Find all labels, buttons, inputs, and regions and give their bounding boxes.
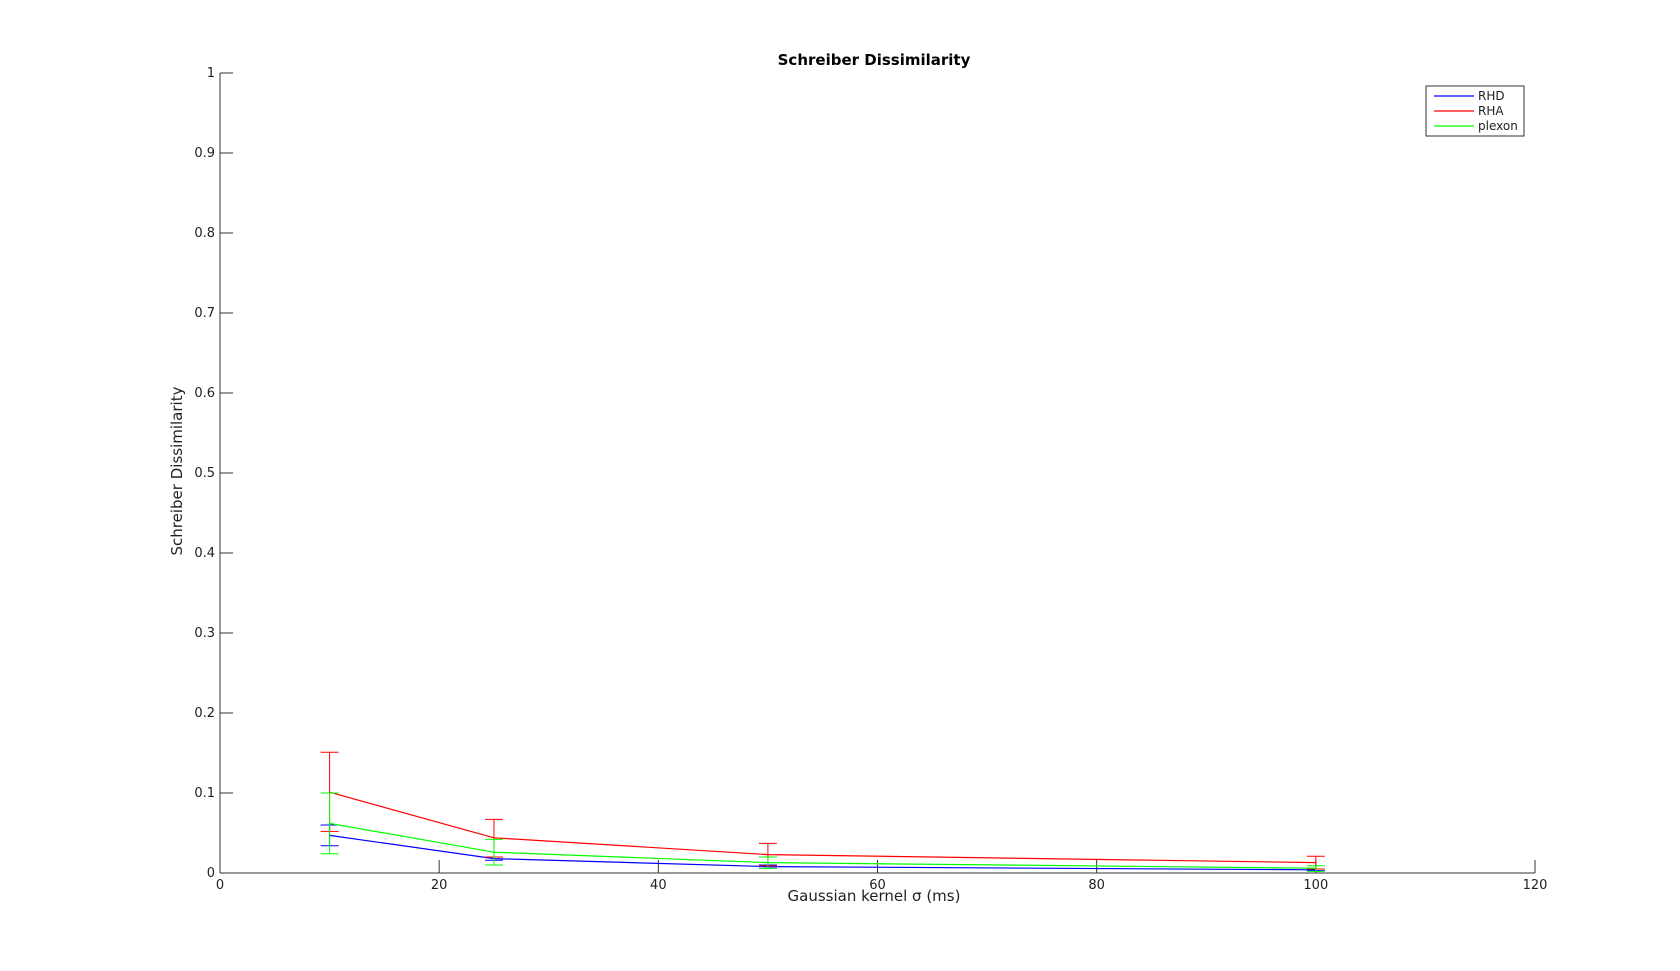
y-tick-label: 0 — [207, 866, 215, 881]
series-layer — [320, 751, 1325, 872]
x-tick-label: 80 — [1088, 878, 1105, 893]
y-tick-label: 0.8 — [194, 226, 215, 241]
y-tick-label: 0.4 — [194, 546, 215, 561]
y-tick-label: 0.2 — [194, 706, 215, 721]
series-line — [329, 791, 1316, 864]
y-tick-label: 0.5 — [194, 466, 215, 481]
legend-entry: plexon — [1478, 119, 1518, 133]
chart-title: Schreiber Dissimilarity — [778, 51, 971, 69]
x-tick-label: 60 — [869, 878, 886, 893]
x-axis-label: Gaussian kernel σ (ms) — [788, 887, 961, 905]
x-tick-label: 20 — [431, 878, 448, 893]
x-tick-label: 0 — [216, 878, 224, 893]
legend-entry: RHA — [1478, 104, 1504, 118]
axes: 0 0.1 0.2 0.3 0.4 0.5 0.6 0.7 0.8 0.9 1 0 20 40 60 80 10… — [194, 66, 1547, 893]
x-tick-label: 100 — [1303, 878, 1328, 893]
y-tick-label: 0.1 — [194, 786, 215, 801]
y-tick-label: 0.3 — [194, 626, 215, 641]
series-line — [329, 822, 1316, 869]
y-tick-label: 0.9 — [194, 146, 215, 161]
y-tick-label: 0.6 — [194, 386, 215, 401]
legend-entry: RHD — [1478, 89, 1505, 103]
series-plexon — [320, 792, 1325, 872]
x-tick-label: 40 — [650, 878, 667, 893]
x-tick-label: 120 — [1523, 878, 1548, 893]
y-axis-label: Schreiber Dissimilarity — [168, 386, 186, 555]
series-line — [329, 834, 1316, 871]
y-tick-label: 0.7 — [194, 306, 215, 321]
y-tick-label: 1 — [207, 66, 215, 81]
